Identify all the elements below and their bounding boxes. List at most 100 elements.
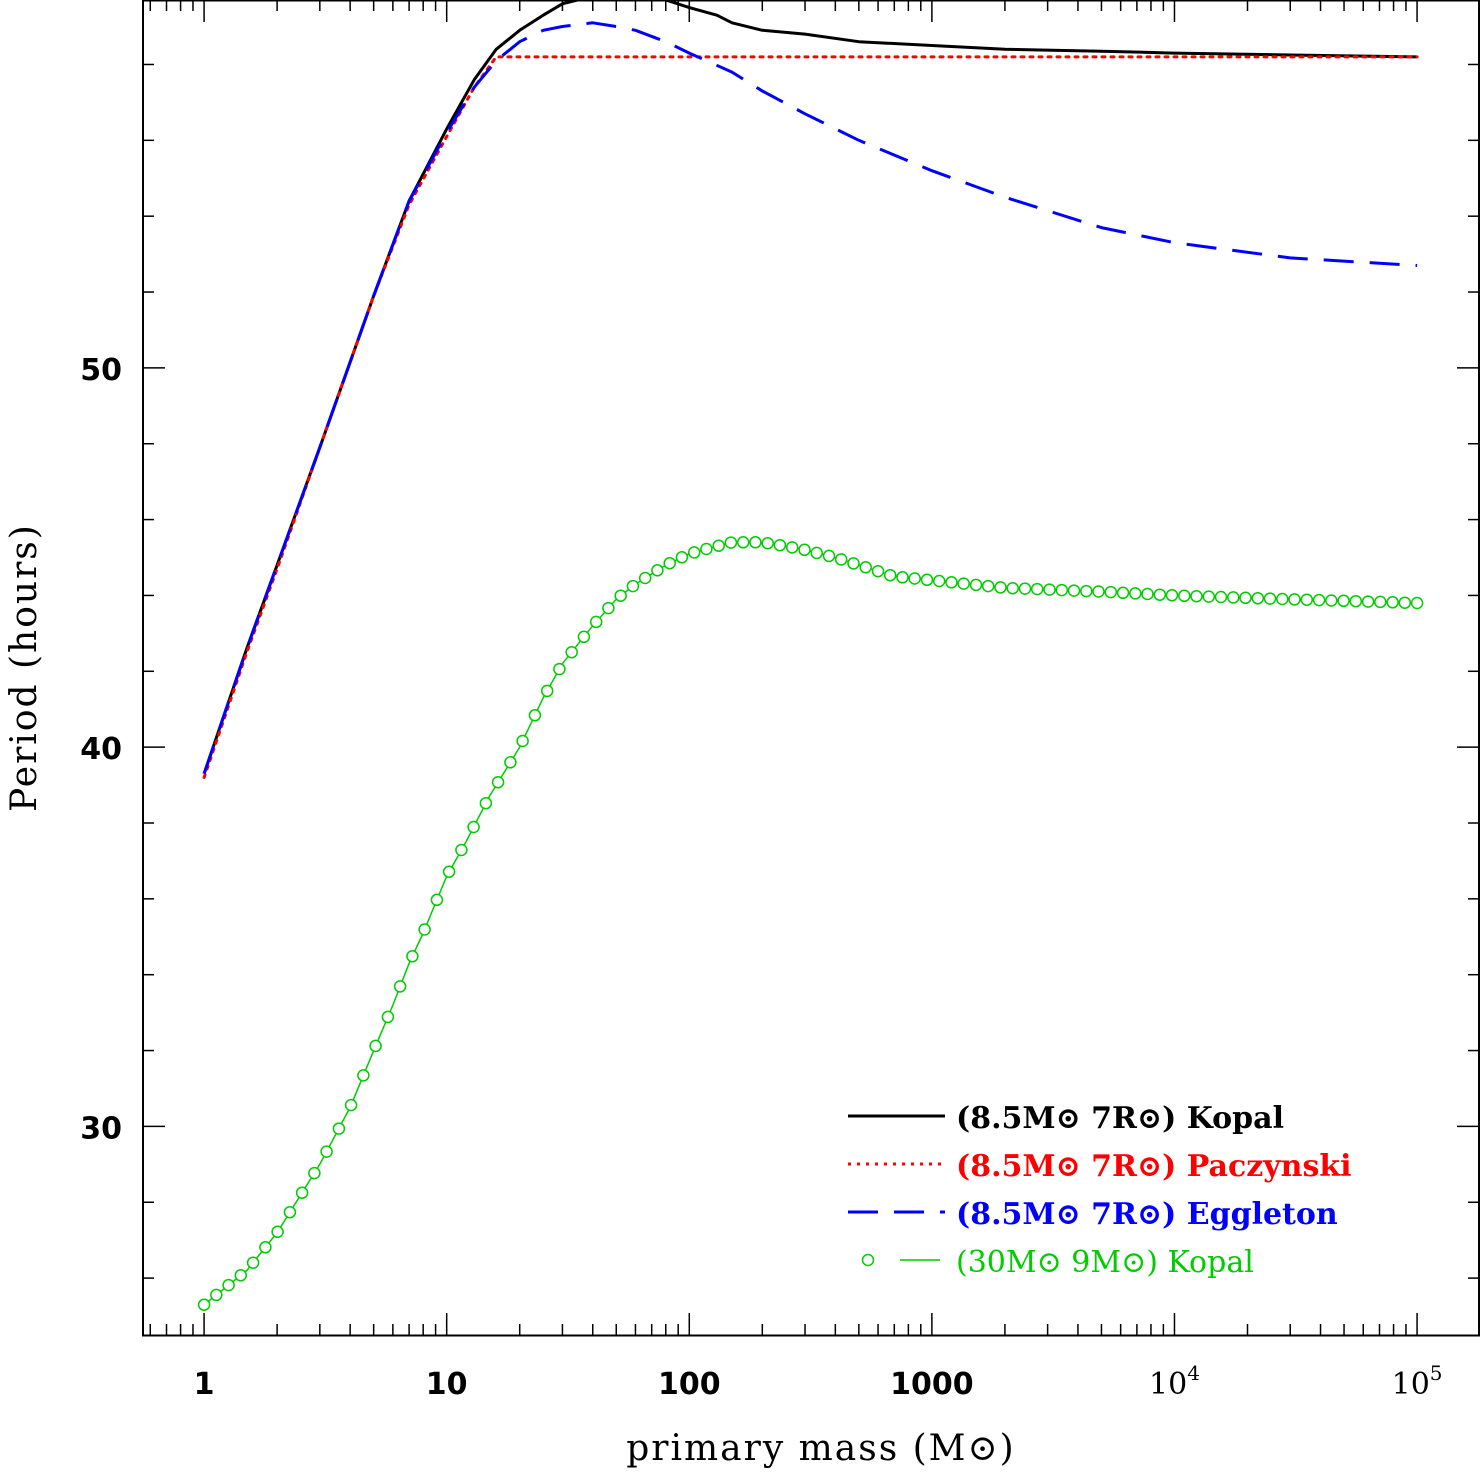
series-point [1349, 594, 1363, 608]
series-point [1153, 588, 1167, 601]
series-point [761, 536, 774, 550]
legend-label: (8.5M⊙ 7R⊙) Paczynski [956, 1149, 1352, 1184]
series-point [1312, 593, 1326, 607]
series-point [1043, 583, 1056, 596]
series-point [1055, 583, 1069, 597]
series-point [1227, 591, 1240, 604]
series-point [234, 1269, 248, 1282]
series-point [700, 542, 713, 556]
series-point [1251, 591, 1265, 605]
series-point [614, 589, 627, 602]
series-point [589, 615, 603, 629]
series-point [859, 561, 872, 574]
x-tick-label-base: 10 [1149, 1367, 1187, 1402]
series-point [1104, 585, 1118, 599]
series-point [675, 551, 689, 564]
series-point [957, 577, 970, 590]
series-point [736, 536, 750, 549]
series-point [1116, 586, 1130, 600]
x-tick-label-base: 10 [1392, 1367, 1430, 1402]
series-point [1202, 590, 1216, 603]
series-point [577, 630, 591, 644]
x-tick-label-exponent: 5 [1430, 1361, 1443, 1385]
series-point [651, 564, 664, 577]
series-point [418, 923, 431, 936]
series-point [565, 645, 578, 659]
series-point [467, 820, 480, 834]
series-point [528, 709, 542, 722]
x-tick-label: 10 [426, 1367, 468, 1402]
x-tick-label-base: 1 [194, 1367, 215, 1402]
series-point [945, 576, 958, 589]
series-point [1067, 584, 1081, 597]
series-point [455, 843, 468, 857]
series-point [1030, 582, 1044, 596]
series-point [1361, 595, 1375, 608]
series-point [1165, 589, 1179, 602]
series-point [810, 546, 823, 560]
series-point [1178, 589, 1191, 603]
series-point [197, 1298, 211, 1311]
series-point [271, 1225, 284, 1239]
y-tick-label: 40 [80, 732, 122, 767]
series-point [442, 865, 456, 878]
series-point [1276, 592, 1289, 606]
x-tick-label: 105 [1392, 1361, 1443, 1402]
series-point [430, 893, 444, 907]
series-point [320, 1145, 333, 1158]
series-point [981, 579, 995, 593]
series-point [259, 1241, 272, 1254]
series-point [1080, 584, 1093, 598]
series-point [540, 684, 554, 698]
series-point [357, 1069, 370, 1082]
series-point [920, 573, 934, 587]
series-line-2 [202, 21, 1418, 775]
series-line-3 [203, 541, 1418, 1306]
series-point [638, 571, 652, 585]
x-tick-label: 104 [1149, 1361, 1200, 1402]
series-point [1141, 587, 1154, 601]
series-point [834, 553, 848, 566]
series-point [491, 775, 505, 789]
legend-label: (8.5M⊙ 7R⊙) Eggleton [956, 1197, 1338, 1232]
series-point [381, 1010, 395, 1024]
series-point [712, 539, 725, 552]
y-tick-label: 30 [80, 1111, 122, 1146]
legend-marker [861, 1253, 875, 1267]
series-point [749, 536, 762, 549]
series-point [798, 543, 811, 557]
legend: (8.5M⊙ 7R⊙) Kopal (8.5M⊙ 7R⊙) Paczynski (8… [848, 1101, 1352, 1280]
series-point [344, 1098, 358, 1112]
series-point [773, 538, 787, 552]
series-point [1374, 595, 1387, 609]
series-point [785, 541, 799, 554]
series-point [847, 557, 860, 570]
x-tick-label-base: 1000 [890, 1367, 974, 1402]
series-point [687, 546, 701, 559]
plot-frame [142, 0, 1480, 1337]
series-point [1018, 582, 1032, 595]
series-point [1263, 592, 1277, 605]
x-tick-label: 1000 [890, 1367, 974, 1402]
series-point [332, 1122, 346, 1135]
series-point [283, 1205, 297, 1219]
series-point [994, 581, 1007, 594]
series-point [908, 572, 921, 585]
series-point [663, 556, 676, 570]
x-tick-label-exponent: 4 [1187, 1361, 1200, 1385]
series-point [553, 662, 566, 676]
series-point [1214, 590, 1228, 604]
series-point [626, 579, 640, 593]
x-axis-title: primary mass (M⊙) [626, 1428, 1015, 1469]
series-point [871, 564, 885, 578]
series-point [246, 1256, 260, 1269]
series-point [1129, 587, 1142, 600]
x-tick-label-base: 10 [426, 1367, 468, 1402]
series-point [222, 1278, 235, 1292]
series-point [295, 1186, 309, 1199]
series-point [1288, 593, 1301, 606]
x-tick-label: 100 [658, 1367, 721, 1402]
series-point [210, 1288, 223, 1302]
series-point [1239, 591, 1252, 605]
